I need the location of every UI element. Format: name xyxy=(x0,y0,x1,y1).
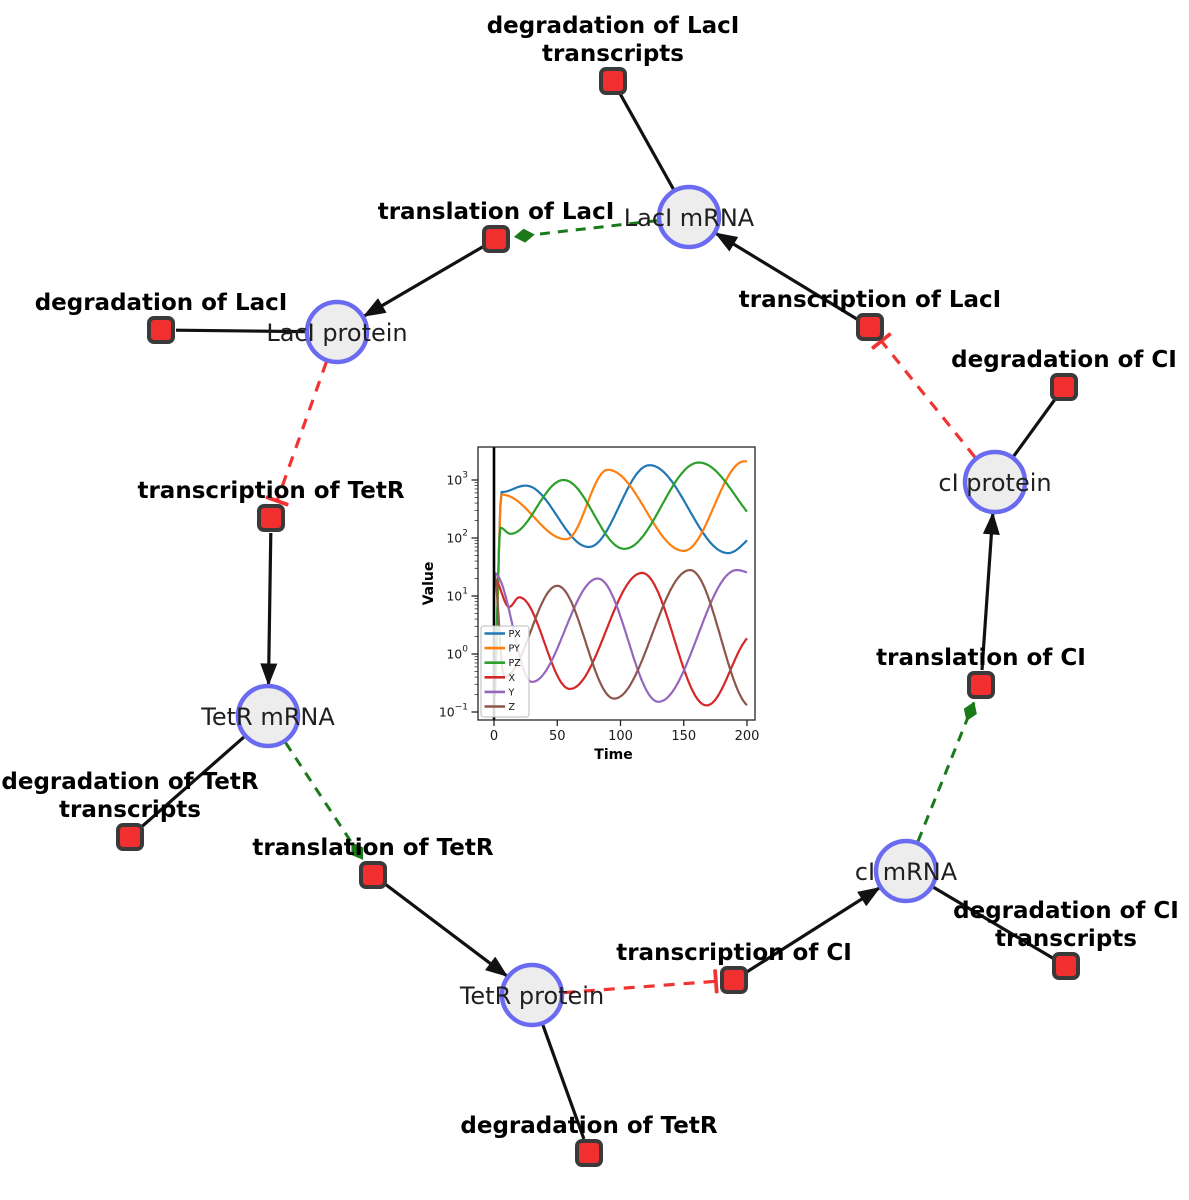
reaction-node-degradation-of-laci[interactable] xyxy=(147,316,175,344)
edge-plain-tetr-protein-to-degradation-of-tetr xyxy=(541,1024,586,1140)
series-PX-line xyxy=(492,464,748,702)
reaction-node-degradation-of-tetr[interactable] xyxy=(575,1139,603,1167)
chart-legend: PX PY PZ XYZ xyxy=(480,625,530,718)
edge-plain-laci-mrna-to-degradation-of-laci-transcripts xyxy=(618,93,675,190)
species-label-tetr-mrna: TetR mRNA xyxy=(200,703,335,731)
x-tick-label: 50 xyxy=(549,729,566,744)
species-node-laci-mrna[interactable] xyxy=(656,184,722,250)
x-tick-label: 200 xyxy=(735,729,760,744)
legend-label-X: X xyxy=(509,673,516,684)
species-label-laci-protein: LacI protein xyxy=(266,319,407,347)
series-X-line xyxy=(493,571,748,707)
reaction-node-translation-of-tetr[interactable] xyxy=(359,861,387,889)
reaction-label-translation-of-ci-line0: translation of CI xyxy=(876,645,1086,671)
edge-inhibition-tetr-protein-to-transcription-of-ci xyxy=(563,969,719,995)
edge-product-translation-of-tetr-to-tetr-protein xyxy=(384,882,509,977)
y-tick-label: 103 xyxy=(446,471,468,488)
edge-modifier-laci-mrna-to-translation-of-laci xyxy=(513,219,658,243)
edge-product-translation-of-laci-to-laci-protein xyxy=(362,245,484,318)
reaction-label-transcription-of-tetr-line0: transcription of TetR xyxy=(137,478,404,504)
edge-plain-tetr-mrna-to-degradation-of-tetr-transcripts xyxy=(140,735,245,829)
reaction-node-degradation-of-laci-transcripts[interactable] xyxy=(599,67,627,95)
species-label-tetr-protein: TetR protein xyxy=(459,982,604,1010)
x-tick-label: 100 xyxy=(608,729,633,744)
reaction-label-degradation-of-tetr-line0: degradation of TetR xyxy=(460,1113,717,1139)
y-tick-label: 101 xyxy=(446,587,468,604)
series-Z-line xyxy=(492,569,748,706)
edge-modifier-tetr-mrna-to-translation-of-tetr xyxy=(284,741,364,860)
reaction-node-transcription-of-tetr[interactable] xyxy=(257,504,285,532)
edges-layer xyxy=(140,93,1057,1140)
reaction-node-translation-of-laci[interactable] xyxy=(482,225,510,253)
chart-series-layer xyxy=(492,460,748,707)
reaction-label-degradation-of-laci-transcripts-line0: degradation of LacI xyxy=(487,13,740,39)
x-tick-label: 0 xyxy=(490,729,498,744)
reaction-label-degradation-of-ci-transcripts-line0: degradation of CI xyxy=(953,898,1179,924)
reaction-node-transcription-of-ci[interactable] xyxy=(720,966,748,994)
series-Y-line xyxy=(493,569,748,703)
edge-product-transcription-of-laci-to-laci-mrna xyxy=(714,232,859,321)
edge-plain-ci-protein-to-degradation-of-ci xyxy=(1012,398,1057,458)
reaction-label-transcription-of-ci-line0: transcription of CI xyxy=(616,940,852,966)
species-node-laci-protein[interactable] xyxy=(304,299,370,365)
species-node-ci-protein[interactable] xyxy=(962,449,1028,515)
reaction-node-degradation-of-ci[interactable] xyxy=(1050,373,1078,401)
reaction-node-degradation-of-ci-transcripts[interactable] xyxy=(1052,952,1080,980)
edge-inhibition-laci-protein-to-transcription-of-tetr xyxy=(265,361,328,507)
reaction-node-degradation-of-tetr-transcripts[interactable] xyxy=(116,823,144,851)
edge-inhibition-ci-protein-to-transcription-of-laci xyxy=(871,332,977,459)
reaction-label-degradation-of-ci-line0: degradation of CI xyxy=(951,347,1177,373)
y-axis-title: Value xyxy=(421,562,437,606)
reaction-label-degradation-of-tetr-transcripts-line0: degradation of TetR xyxy=(1,769,258,795)
legend-label-PY: PY xyxy=(509,644,521,655)
species-node-tetr-mrna[interactable] xyxy=(235,683,301,749)
edge-modifier-ci-mrna-to-translation-of-ci xyxy=(916,701,977,842)
species-node-tetr-protein[interactable] xyxy=(499,962,565,1028)
species-label-ci-protein: cI protein xyxy=(938,469,1051,497)
reaction-label-degradation-of-laci-transcripts-line1: transcripts xyxy=(542,41,684,67)
x-tick-label: 150 xyxy=(671,729,696,744)
reaction-label-translation-of-laci-line0: translation of LacI xyxy=(378,199,615,225)
reaction-label-degradation-of-tetr-transcripts-line1: transcripts xyxy=(59,797,201,823)
edge-product-translation-of-ci-to-ci-protein xyxy=(980,511,1000,671)
legend-label-Z: Z xyxy=(509,702,516,713)
y-tick-label: 10−1 xyxy=(439,703,468,720)
edge-product-transcription-of-tetr-to-tetr-mrna xyxy=(260,532,278,686)
series-PY-line xyxy=(492,460,748,702)
y-tick-label: 102 xyxy=(446,529,468,546)
species-node-ci-mrna[interactable] xyxy=(873,838,939,904)
edge-plain-laci-protein-to-degradation-of-laci xyxy=(175,328,306,334)
timeseries-inset-chart: 0 50 100 150 20010−1100101102103TimeValuePXP… xyxy=(421,446,760,763)
legend-box xyxy=(480,625,530,718)
reaction-node-translation-of-ci[interactable] xyxy=(967,671,995,699)
reaction-label-degradation-of-ci-transcripts-line1: transcripts xyxy=(995,926,1137,952)
species-label-ci-mrna: cI mRNA xyxy=(855,858,958,886)
legend-label-PX: PX xyxy=(509,629,522,640)
species-label-laci-mrna: LacI mRNA xyxy=(624,204,755,232)
y-tick-label: 100 xyxy=(446,645,468,662)
plot-box xyxy=(477,446,756,721)
reaction-label-transcription-of-laci-line0: transcription of LacI xyxy=(739,287,1002,313)
x-axis-title: Time xyxy=(594,747,632,763)
reaction-label-degradation-of-laci-line0: degradation of LacI xyxy=(35,290,288,316)
series-PZ-line xyxy=(492,461,748,702)
edge-plain-ci-mrna-to-degradation-of-ci-transcripts xyxy=(932,885,1054,960)
species-nodes-layer: LacI mRNA LacI protein TetR mRNA TetR prote… xyxy=(200,184,1052,1028)
reaction-label-translation-of-tetr-line0: translation of TetR xyxy=(252,835,493,861)
legend-label-PZ: PZ xyxy=(509,658,522,669)
edge-product-transcription-of-ci-to-ci-mrna xyxy=(745,886,881,974)
reaction-node-transcription-of-laci[interactable] xyxy=(856,313,884,341)
reaction-nodes-layer: degradation of LacItranscriptstranslatio… xyxy=(1,13,1179,1167)
legend-label-Y: Y xyxy=(508,687,515,698)
